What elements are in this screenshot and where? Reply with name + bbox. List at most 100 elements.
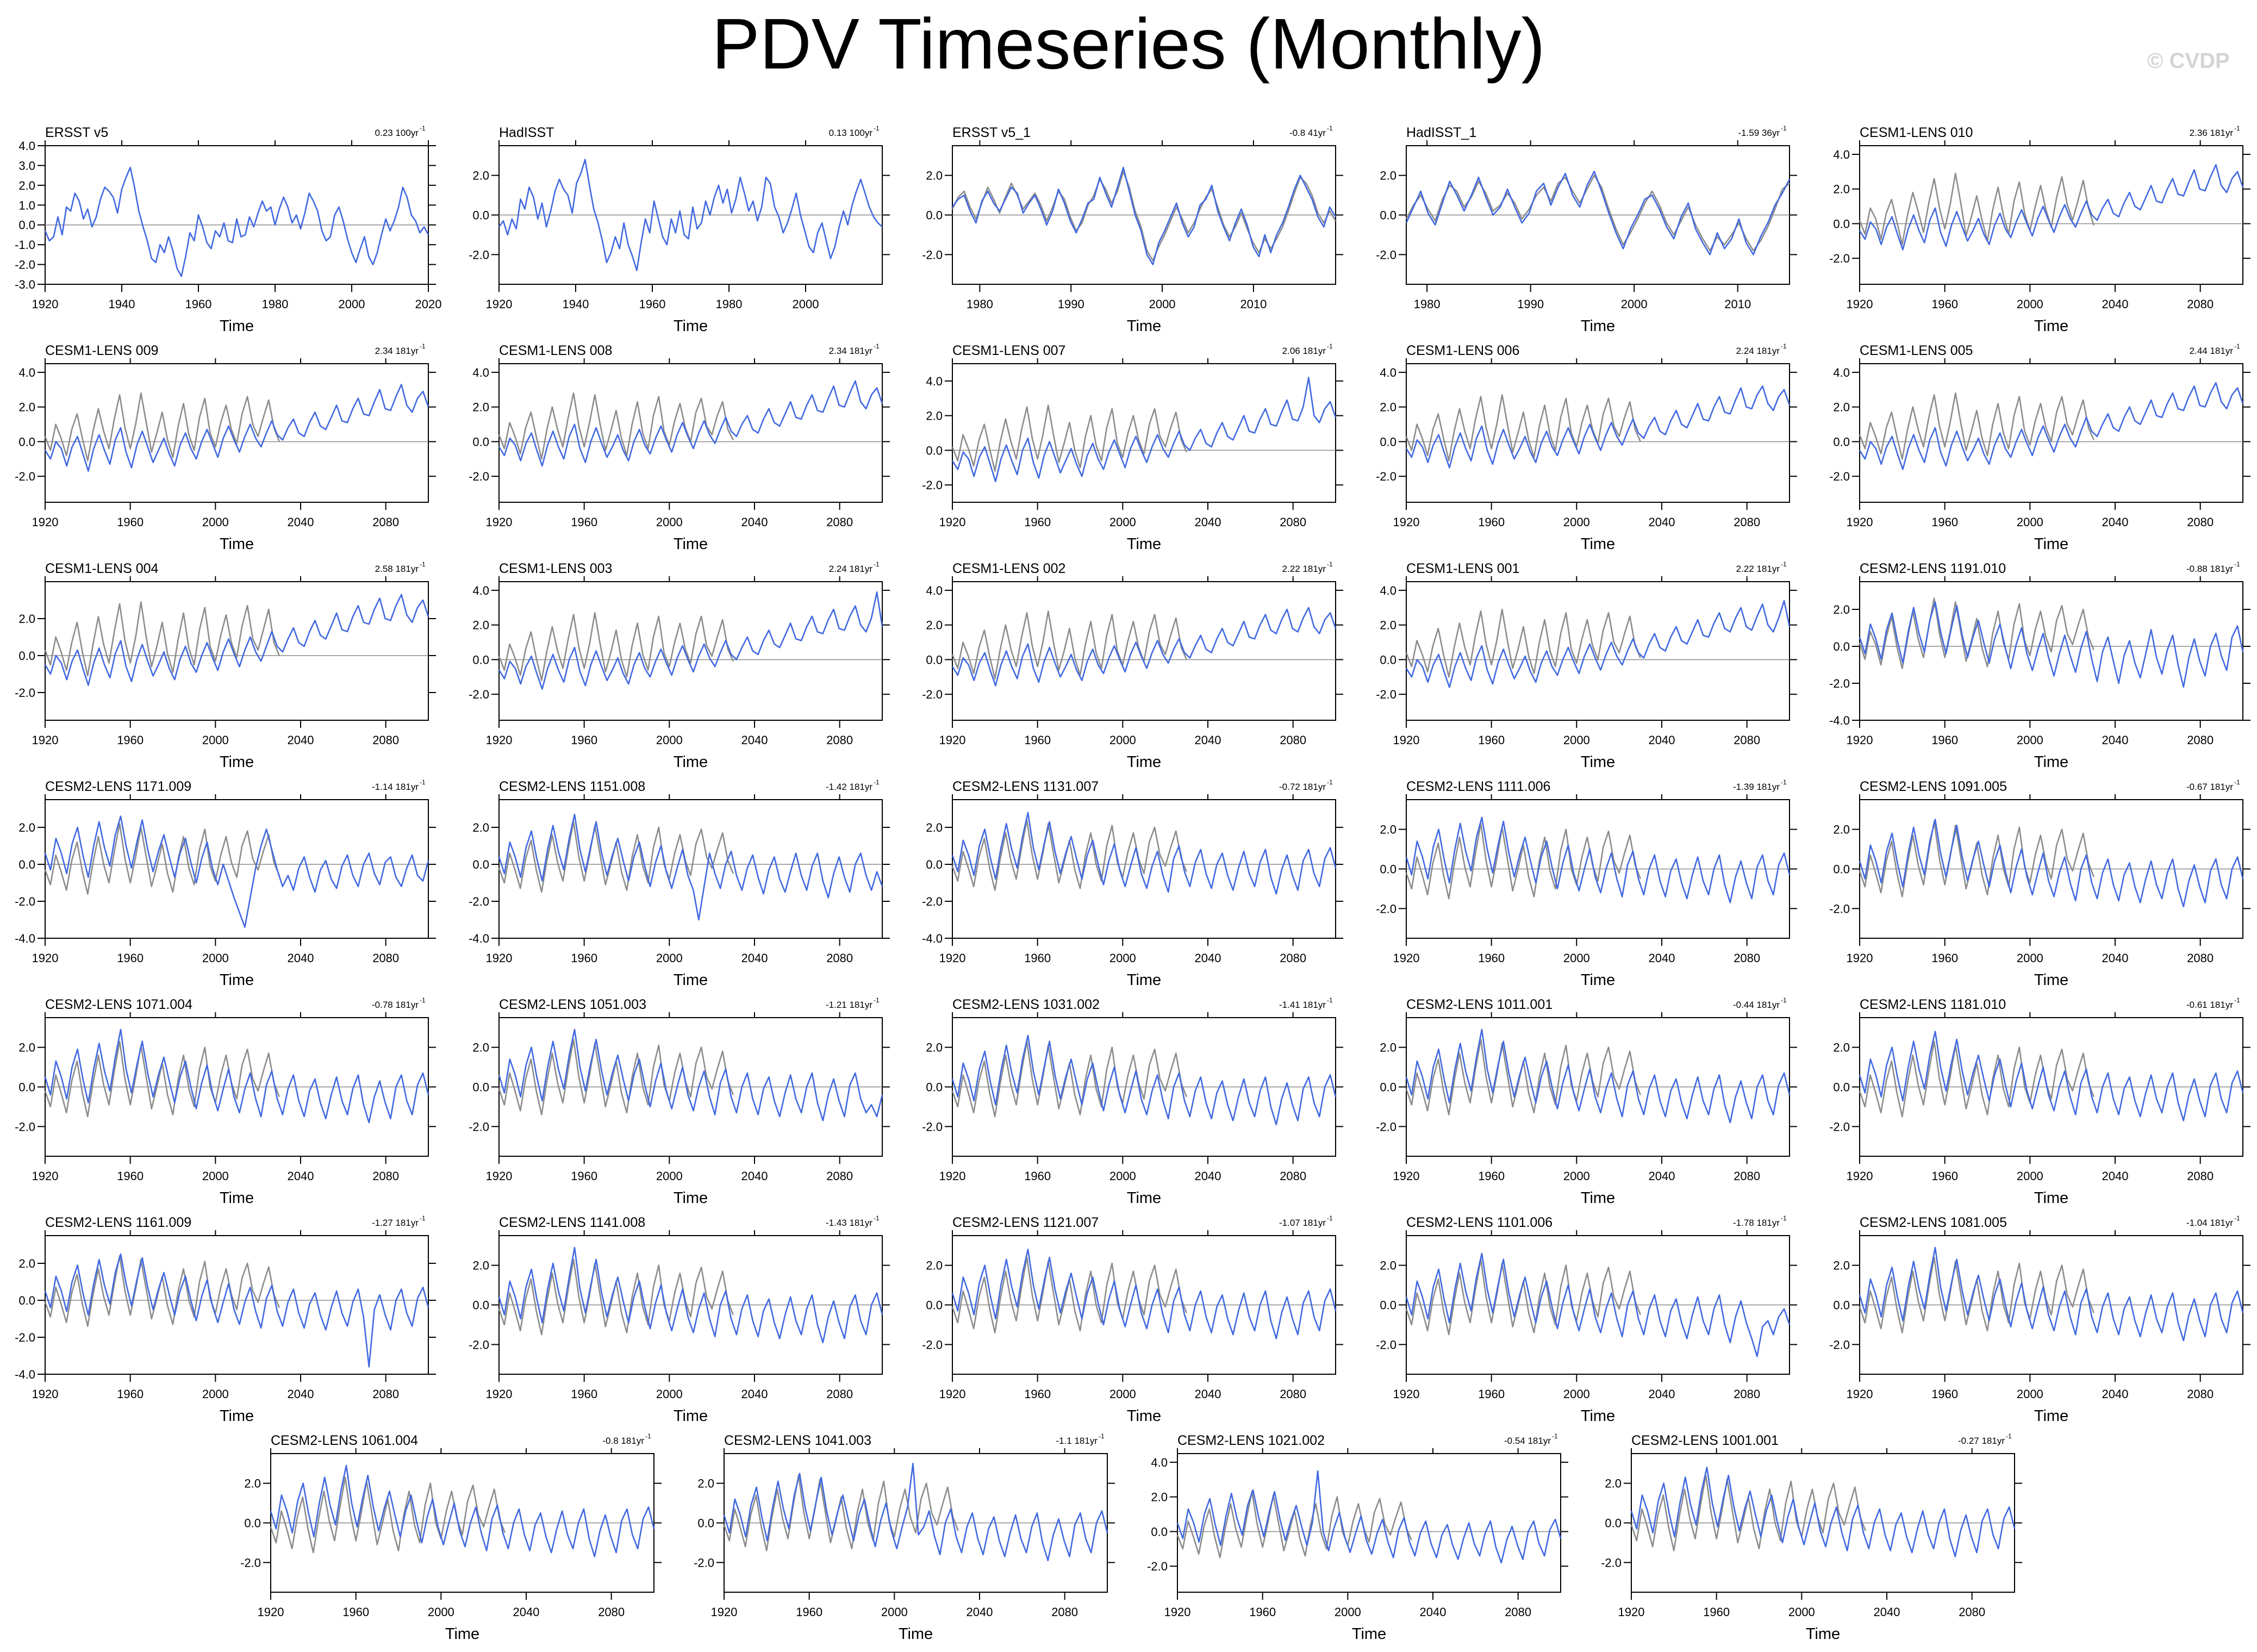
x-tick-label: 1960	[1931, 951, 1958, 965]
panel-33: 1920 1960 2000 2040 2080 4.0 2.0 0.0 -2.0 CESM2-L…	[1147, 1432, 1568, 1643]
y-tick-label: 2.0	[18, 612, 35, 626]
y-tick-label: 0.0	[18, 1081, 35, 1094]
x-tick-label: 1920	[32, 1387, 59, 1401]
panel-trend-exponent: -1	[1327, 124, 1333, 132]
x-tick-label: 2040	[2102, 1169, 2129, 1183]
panel-31: 1920 1960 2000 2040 2080 2.0 0.0 -2.0 CESM2-LENS…	[240, 1432, 662, 1643]
y-tick-label: 0.0	[472, 1081, 489, 1094]
y-tick-label: -2.0	[1376, 470, 1396, 483]
y-tick-label: -2.0	[1829, 902, 1850, 915]
y-tick-label: 0.0	[926, 1299, 943, 1312]
x-tick-label: 2080	[826, 951, 853, 965]
reference-series-line	[951, 404, 1187, 472]
y-tick-label: 2.0	[244, 1477, 261, 1491]
observed-series-line	[1859, 1031, 2244, 1121]
panel-title: CESM2-LENS 1091.005	[1860, 779, 2007, 794]
y-tick-label: 4.0	[1833, 366, 1850, 379]
panel-trend: 2.24 181yr	[829, 564, 873, 574]
panel-trend: -1.42 181yr	[826, 782, 872, 792]
y-tick-label: -2.0	[469, 895, 489, 908]
x-tick-label: 1960	[1931, 1387, 1958, 1401]
panel-28: 1920 1960 2000 2040 2080 2.0 0.0 -2.0 CESM2-LENS…	[922, 1214, 1343, 1425]
panel-27: 1920 1960 2000 2040 2080 2.0 0.0 -2.0 CESM2-LENS…	[469, 1214, 890, 1425]
x-axis-label: Time	[674, 971, 708, 989]
panel-title: CESM2-LENS 1181.010	[1860, 997, 2006, 1012]
plot-frame	[45, 145, 429, 285]
panel-30: 1920 1960 2000 2040 2080 2.0 0.0 -2.0 CESM2-LENS…	[1829, 1214, 2250, 1425]
x-tick-label: 1920	[1393, 733, 1420, 747]
plot-frame	[498, 799, 883, 939]
y-tick-label: 2.0	[1151, 1491, 1168, 1504]
panel-15: 1920 1960 2000 2040 2080 2.0 0.0 -2.0 -4.0 CESM2-…	[1829, 560, 2250, 771]
panel-trend: -1.27 181yr	[372, 1218, 419, 1228]
x-tick-label: 2080	[1734, 1387, 1760, 1401]
panel-21: 1920 1960 2000 2040 2080 2.0 0.0 -2.0 CESM2-LENS…	[15, 996, 436, 1207]
y-tick-label: 0.0	[18, 858, 35, 871]
panel-2: 1920 1940 1960 1980 2000 2.0 0.0 -2.0 HadISST 0.1…	[469, 124, 890, 335]
panel-29: 1920 1960 2000 2040 2080 2.0 0.0 -2.0 CESM2-LENS…	[1376, 1214, 1797, 1425]
x-tick-label: 2000	[2017, 515, 2043, 529]
reference-series-line	[44, 1255, 280, 1327]
x-tick-label: 2010	[1240, 297, 1267, 311]
x-tick-label: 2040	[741, 951, 768, 965]
y-tick-label: 0.0	[18, 435, 35, 448]
panel-trend: 2.44 181yr	[2190, 346, 2234, 356]
y-tick-label: 0.0	[1833, 863, 1850, 876]
x-tick-label: 2080	[2187, 733, 2214, 747]
y-tick-label: 0.0	[926, 444, 943, 457]
x-tick-label: 2000	[1788, 1605, 1815, 1619]
panel-26: 1920 1960 2000 2040 2080 2.0 0.0 -2.0 -4.0 CESM2-…	[15, 1214, 436, 1425]
observed-series-line	[1405, 385, 1791, 469]
y-tick-label: 4.0	[18, 139, 35, 153]
x-tick-label: 1920	[1164, 1605, 1191, 1619]
y-tick-label: 2.0	[472, 1041, 489, 1055]
y-tick-label: -2.0	[469, 1338, 489, 1351]
panel-12: 1920 1960 2000 2040 2080 4.0 2.0 0.0 -2.0 CESM1-L…	[469, 560, 890, 771]
panel-32: 1920 1960 2000 2040 2080 2.0 0.0 -2.0 CESM2-LENS…	[694, 1432, 1115, 1643]
x-tick-label: 1960	[1478, 515, 1505, 529]
plot-frame	[45, 363, 429, 503]
panel-trend: -0.88 181yr	[2186, 564, 2233, 574]
y-tick-label: 0.0	[1833, 1081, 1850, 1094]
x-axis-label: Time	[220, 535, 254, 553]
x-tick-label: 2000	[1109, 1387, 1136, 1401]
x-tick-label: 1960	[1478, 733, 1505, 747]
y-tick-label: 2.0	[18, 401, 35, 414]
y-tick-label: -2.0	[1376, 248, 1396, 261]
x-axis-label: Time	[1127, 535, 1161, 553]
reference-series-line	[1859, 392, 2094, 460]
x-tick-label: 2080	[2187, 515, 2214, 529]
x-tick-label: 1920	[486, 515, 513, 529]
x-tick-label: 2080	[372, 515, 399, 529]
panel-11: 1920 1960 2000 2040 2080 2.0 0.0 -2.0 CESM1-LENS…	[15, 560, 436, 771]
y-tick-label: 2.0	[697, 1477, 714, 1491]
y-tick-label: 2.0	[472, 169, 489, 183]
plot-frame	[45, 581, 429, 721]
y-tick-label: 0.0	[926, 858, 943, 871]
y-tick-label: -2.0	[469, 1120, 489, 1133]
reference-series-line	[1859, 172, 2095, 246]
x-tick-label: 2040	[1195, 515, 1221, 529]
reference-series-line	[1859, 820, 2095, 897]
x-tick-label: 2040	[1195, 951, 1221, 965]
panel-trend: -0.67 181yr	[2186, 782, 2233, 792]
x-tick-label: 1960	[1478, 951, 1505, 965]
x-axis-label: Time	[674, 753, 708, 771]
y-tick-label: -1.0	[15, 238, 35, 252]
observed-series-line	[723, 1462, 1108, 1561]
x-tick-label: 1960	[1931, 1169, 1958, 1183]
panel-9: 1920 1960 2000 2040 2080 4.0 2.0 0.0 -2.0 CESM1-L…	[1376, 342, 1797, 553]
x-tick-label: 2000	[2017, 1387, 2043, 1401]
x-tick-label: 2080	[372, 1387, 399, 1401]
x-axis-label: Time	[1581, 535, 1615, 553]
panel-34: 1920 1960 2000 2040 2080 2.0 0.0 -2.0 CESM2-LENS…	[1601, 1432, 2022, 1643]
y-tick-label: -2.0	[922, 688, 943, 701]
panel-trend: 2.34 181yr	[829, 346, 873, 356]
y-tick-label: -2.0	[1376, 1338, 1396, 1351]
figure-title: PDV Timeseries (Monthly)	[712, 4, 1545, 84]
x-tick-label: 2000	[1563, 733, 1590, 747]
x-tick-label: 1920	[486, 1169, 513, 1183]
panel-trend-exponent: -1	[874, 342, 880, 350]
y-tick-label: 4.0	[1380, 584, 1396, 597]
x-tick-label: 2000	[428, 1605, 454, 1619]
